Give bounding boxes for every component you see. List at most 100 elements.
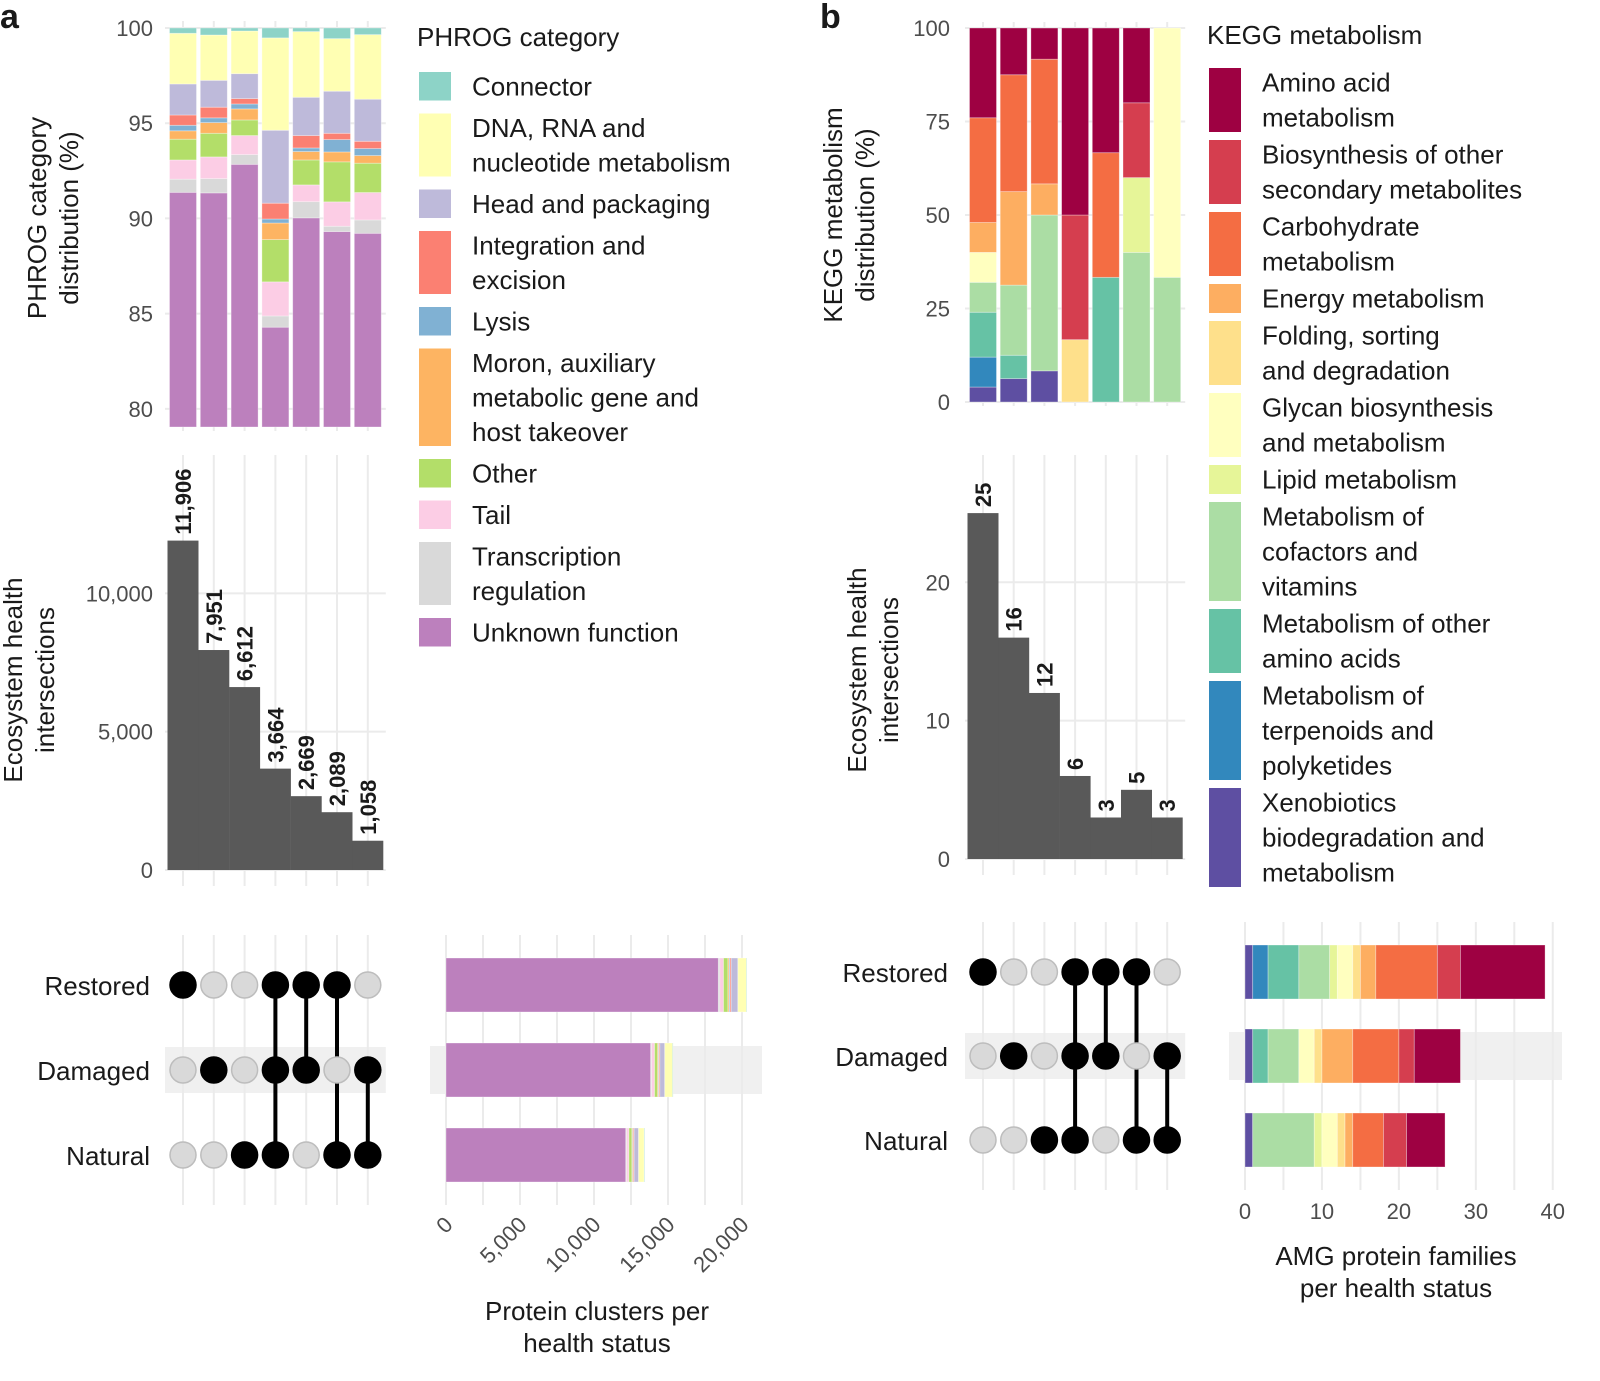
stacked-bar-segment — [323, 161, 351, 203]
y-tick-label: 5,000 — [98, 720, 153, 745]
intersection-bar — [967, 513, 999, 859]
stacked-bar-segment — [292, 27, 321, 32]
intersection-bar — [1059, 775, 1091, 859]
set-size-bar-segment — [654, 1042, 658, 1098]
stacked-bar-segment — [323, 225, 351, 232]
y-tick-label: 10,000 — [86, 581, 153, 606]
x-tick-label: 15,000 — [614, 1212, 679, 1277]
legend-swatch — [419, 348, 451, 446]
stacked-bar-segment — [323, 139, 351, 153]
set-dot-empty — [1092, 1126, 1120, 1154]
stacked-bar-segment — [353, 98, 382, 142]
bar-data-label: 3,664 — [263, 707, 288, 763]
set-size-bar-segment — [1383, 1112, 1407, 1168]
panel-label-a: a — [0, 0, 20, 36]
stacked-bar-segment — [1153, 27, 1182, 278]
stacked-bar-segment — [353, 34, 382, 100]
legend-label: metabolic gene and — [472, 382, 699, 412]
stacked-bar-segment — [169, 32, 197, 85]
legend-swatch — [1209, 284, 1241, 313]
stacked-bar-segment — [1061, 27, 1089, 216]
set-size-bar-segment — [1298, 944, 1331, 1000]
stacked-bar-segment — [353, 219, 382, 234]
legend-label: Transcription — [472, 541, 621, 571]
stacked-bar-segment — [969, 27, 997, 119]
stacked-bar-segment — [261, 202, 290, 220]
y-axis-title: distribution (%) — [54, 131, 84, 304]
legend-label: Carbohydrate — [1262, 212, 1420, 242]
set-size-bar-segment — [737, 957, 747, 1013]
legend-label: metabolism — [1262, 103, 1395, 133]
set-size-bar-segment — [1352, 1112, 1384, 1168]
stacked-bar-segment — [999, 378, 1028, 403]
stacked-bar-segment — [353, 27, 382, 36]
set-dot-empty — [969, 1042, 997, 1070]
bar-data-label: 11,906 — [171, 469, 196, 535]
stacked-bar-segment — [999, 27, 1028, 76]
legend-label: secondary metabolites — [1262, 175, 1522, 205]
set-dot-empty — [200, 971, 228, 999]
legend-swatch — [1209, 321, 1241, 385]
stacked-bar-segment — [292, 96, 321, 136]
set-size-bar-segment — [651, 1042, 655, 1098]
set-dot-filled — [999, 1042, 1028, 1070]
legend-label: and degradation — [1262, 356, 1450, 386]
stacked-bar-segment — [169, 130, 197, 140]
stacked-bar-segment — [261, 222, 290, 240]
stacked-bar-segment — [353, 232, 382, 428]
set-dot-filled — [200, 1056, 228, 1084]
set-dot-filled — [292, 971, 320, 999]
stacked-bar-segment — [261, 281, 290, 317]
stacked-bar-segment — [969, 222, 997, 253]
set-dot-filled — [169, 971, 197, 999]
bar-data-label: 12 — [1032, 662, 1057, 686]
stacked-bar-segment — [1061, 339, 1089, 403]
stacked-bar-segment — [999, 354, 1028, 380]
set-size-bar-segment — [1336, 1112, 1346, 1168]
x-tick-label: 10,000 — [540, 1212, 605, 1277]
stacked-bar-segment — [323, 90, 351, 134]
legend-label: vitamins — [1262, 572, 1357, 602]
set-size-bar-segment — [1360, 944, 1377, 1000]
bar-data-label: 6 — [1063, 758, 1088, 770]
set-size-bar-segment — [1406, 1112, 1446, 1168]
stacked-bar-segment — [292, 151, 321, 161]
set-size-bar-segment — [1375, 944, 1438, 1000]
y-tick-label: 85 — [129, 302, 153, 327]
set-dot-filled — [292, 1056, 320, 1084]
legend-label: host takeover — [472, 417, 628, 447]
set-size-bar-segment — [638, 1127, 645, 1183]
bar-data-label: 3 — [1094, 799, 1119, 811]
stacked-bar-segment — [261, 218, 290, 224]
stacked-bar-segment — [1122, 102, 1151, 179]
set-dot-filled — [1092, 958, 1120, 986]
legend-label: excision — [472, 265, 566, 295]
stacked-bar-segment — [199, 192, 228, 428]
stacked-bar-segment — [261, 315, 290, 328]
stacked-bar-segment — [353, 155, 382, 164]
stacked-bar-segment — [199, 106, 228, 119]
stacked-bar-segment — [230, 154, 259, 165]
legend-label: Xenobiotics — [1262, 788, 1396, 818]
legend-label: metabolism — [1262, 858, 1395, 888]
legend-label: Other — [472, 458, 537, 488]
set-size-bar-segment — [1244, 1112, 1254, 1168]
set-dot-filled — [261, 971, 290, 999]
set-size-bar-segment — [1460, 944, 1546, 1000]
stacked-bar-segment — [199, 34, 228, 81]
set-row-label: Restored — [843, 958, 949, 988]
set-dot-filled — [969, 958, 997, 986]
set-dot-filled — [323, 1141, 351, 1169]
set-dot-empty — [323, 1056, 351, 1084]
legend-swatch — [419, 189, 451, 218]
set-size-bar-segment — [659, 1042, 666, 1098]
stacked-bar-segment — [292, 31, 321, 98]
y-tick-label: 0 — [938, 390, 950, 415]
intersection-bar — [1028, 692, 1060, 859]
set-size-bar-segment — [1321, 1112, 1338, 1168]
y-tick-label: 10 — [926, 709, 950, 734]
stacked-bar-segment — [1030, 183, 1059, 216]
stacked-bar-segment — [969, 251, 997, 283]
stacked-bar-segment — [199, 117, 228, 124]
stacked-bar-segment — [353, 148, 382, 156]
